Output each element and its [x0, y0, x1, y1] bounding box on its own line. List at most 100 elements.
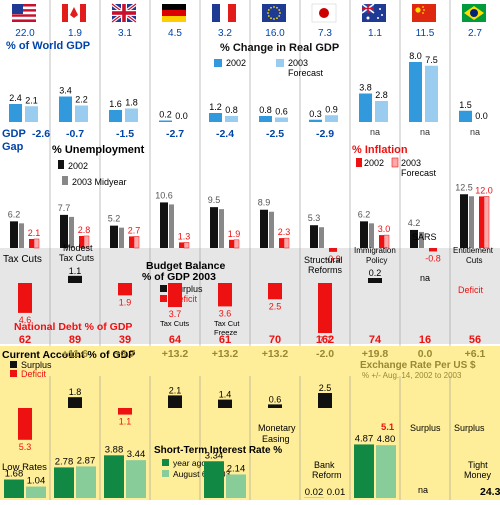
- gdp-label-2003: 0.6: [275, 107, 288, 117]
- budget-note-au-line1: Immigration: [354, 246, 396, 255]
- flag-star: [422, 12, 424, 14]
- national-debt-value: 16: [419, 334, 431, 346]
- budget-note-de: Tax Cuts: [160, 319, 189, 328]
- gdp-bar-2003: [325, 115, 338, 122]
- inflation-bar-2002: [179, 242, 184, 248]
- flag-star: [273, 6, 275, 8]
- inflation-label: -0.8: [425, 253, 441, 263]
- exchange-rate-value: +13.2: [262, 348, 289, 360]
- inflation-legend-2002: 2002: [364, 158, 384, 168]
- inflation-bar-negative: [329, 248, 337, 252]
- unemployment-bar-2002: [110, 226, 118, 248]
- budget-note-ca-line1: Modest: [63, 243, 93, 253]
- flag-star: [268, 15, 270, 17]
- budget-note-jp-line2: Reforms: [308, 265, 343, 275]
- gdp-label-2003: 0.0: [175, 111, 188, 121]
- unemployment-bar-2003: [169, 204, 174, 248]
- current-account-bar-surplus: [268, 404, 282, 408]
- national-debt-value: 62: [19, 334, 31, 346]
- budget-note-au-line2: Policy: [366, 256, 387, 265]
- rates-legend-yearago-swatch: [162, 459, 169, 466]
- flag-bar: [80, 4, 86, 22]
- canada-flag-icon: [62, 4, 86, 22]
- flag-stripe: [162, 10, 186, 16]
- unemployment-legend-2002-swatch: [58, 160, 64, 169]
- unemployment-bar-2002: [360, 221, 368, 248]
- gdp-bar-2003: [375, 101, 388, 122]
- flag-star: [267, 12, 269, 14]
- unemployment-bar-2002: [10, 221, 18, 248]
- rate-label-year-ago: 3.34: [205, 450, 224, 461]
- current-account-bar-surplus: [318, 393, 332, 408]
- flag-field: [412, 4, 436, 22]
- rate-label-aug: 1.04: [27, 476, 46, 487]
- gdp-label-2003: 0.0: [475, 111, 488, 121]
- world-share-value: 22.0: [15, 28, 35, 39]
- rate-label-year-ago: 1.68: [5, 469, 24, 480]
- national-debt-value: 61: [219, 334, 231, 346]
- budget-bar-deficit: [318, 283, 332, 333]
- rate-label-year-ago: 3.88: [105, 444, 124, 455]
- gdp-gap-value: -2.4: [216, 128, 234, 140]
- rate-bar-year-ago: [54, 467, 74, 498]
- gdp-label-2003: 7.5: [425, 55, 438, 65]
- gdp-gap-value: -2.7: [166, 128, 184, 140]
- flag-star: [278, 15, 280, 17]
- flag-star: [276, 7, 278, 9]
- real-gdp-legend-2002-swatch: [214, 59, 222, 67]
- inflation-bar-2003: [234, 240, 239, 248]
- current-account-bar-deficit: [118, 408, 132, 415]
- gdp-bar-2002: [59, 97, 72, 123]
- real-gdp-title: % Change in Real GDP: [220, 42, 339, 54]
- unemployment-bar-2003: [269, 212, 274, 248]
- flag-bar: [62, 4, 68, 22]
- world-gdp-title: % of World GDP: [6, 40, 90, 52]
- exchange-rate-value: +13.2: [162, 348, 189, 360]
- gdp-label-2003: 2.2: [75, 95, 88, 105]
- china-flag-icon: [412, 4, 436, 22]
- inflation-bar-2002: [479, 196, 484, 248]
- ca-legend-deficit-swatch: [10, 370, 17, 377]
- exchange-rate-value: +13.2: [212, 348, 239, 360]
- inflation-title: % Inflation: [352, 144, 408, 156]
- gdp-label-2003: 0.9: [325, 104, 338, 114]
- unemployment-bar-2002: [460, 194, 468, 248]
- ca-legend-deficit: Deficit: [21, 369, 47, 379]
- national-debt-title: National Debt % of GDP: [14, 321, 132, 333]
- gdp-bar-2003: [275, 118, 288, 123]
- budget-note-fr-line1: Tax Cut: [214, 319, 240, 328]
- budget-bar-surplus: [68, 276, 82, 283]
- exchange-title: Exchange Rate Per US $: [360, 360, 476, 371]
- rate-bar-year-ago: [4, 480, 24, 498]
- gdp-label-2002: 2.4: [9, 93, 22, 103]
- gdp-label-2002: 1.6: [109, 99, 122, 109]
- gdp-gap-value: -0.7: [66, 128, 84, 140]
- flag-stripe: [162, 4, 186, 10]
- flag-stripe: [162, 16, 186, 22]
- inflation-legend-forecast: Forecast: [401, 168, 437, 178]
- rate-note-cn: Surplus: [410, 423, 441, 433]
- gdp-label-2002: 0.3: [309, 109, 322, 119]
- flag-stripe: [228, 4, 236, 22]
- inflation-label: 12.0: [475, 185, 493, 195]
- ca-legend-surplus-swatch: [10, 361, 17, 368]
- inflation-label: 3.0: [378, 224, 391, 234]
- rate-label-aug: 2.14: [227, 463, 246, 474]
- national-debt-value: 74: [369, 334, 382, 346]
- inflation-bar-2002: [129, 236, 134, 248]
- eu-flag-icon: [262, 4, 286, 22]
- budget-note-br-line2: Cuts: [466, 256, 482, 265]
- exchange-rate-value: 0.0: [418, 348, 433, 360]
- exchange-rate-value: +6.1: [465, 348, 486, 360]
- inflation-bar-2003: [34, 239, 39, 248]
- world-share-value: 16.0: [265, 28, 285, 39]
- inflation-label: 1.9: [228, 229, 241, 239]
- current-account-label: 2.5: [319, 383, 332, 393]
- unemployment-bar-2002: [210, 207, 218, 248]
- france-flag-icon: [212, 4, 236, 22]
- unemployment-label: 5.2: [108, 214, 121, 224]
- rate-note-jp-line2: Reform: [312, 470, 342, 480]
- unemployment-legend-2003-swatch: [62, 176, 68, 185]
- flag-cross-red: [122, 4, 126, 22]
- gdp-label-2002: 0.2: [159, 110, 172, 120]
